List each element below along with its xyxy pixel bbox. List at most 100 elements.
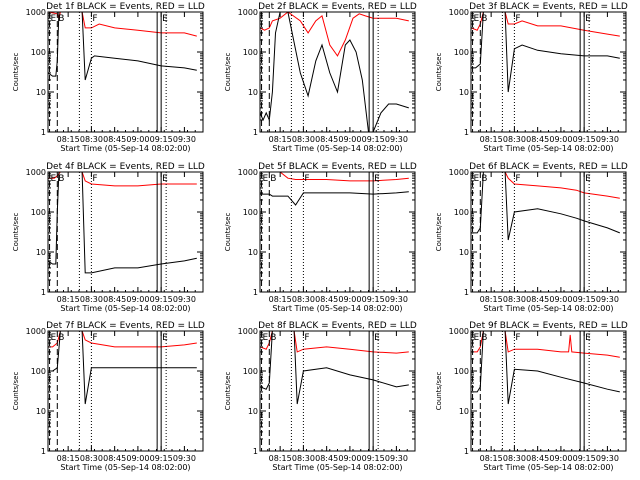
y-tick-label: 1000 [238,168,258,177]
y-tick-label: 1000 [26,168,46,177]
x-tick-label: 09:00 [126,295,149,304]
y-axis-label: Counts/sec [435,213,443,252]
x-axis-label: Start Time (05-Sep-14 08:02:00) [272,463,402,472]
panel-title: Det 4f BLACK = Events, RED = LLD [46,162,205,172]
lld-series-line [471,172,620,199]
time-marker-label: F [304,333,309,343]
y-tick-label: 100 [31,48,46,57]
x-tick-label: 08:30 [503,454,526,463]
events-series-line [471,12,620,93]
plot-frame [259,11,416,133]
x-tick-label: 08:45 [103,295,126,304]
time-marker-label: E [51,174,57,184]
y-tick-label: 1000 [26,327,46,336]
x-tick-label: 09:30 [173,295,196,304]
x-tick-label: 08:30 [80,295,103,304]
y-tick-label: 1 [41,128,46,137]
time-marker-label: E [474,333,480,343]
y-tick-label: 100 [243,48,258,57]
events-series-line [48,172,197,274]
x-tick-label: 09:15 [362,454,385,463]
series-group [471,12,620,93]
y-tick-label: 100 [454,48,469,57]
y-axis-label: Counts/sec [12,53,20,92]
x-tick-label: 08:15 [269,295,292,304]
x-tick-label: 09:30 [385,135,408,144]
x-tick-label: 08:30 [292,454,315,463]
lld-series-line [48,172,197,187]
lld-series-line [260,12,409,57]
y-axis-label: Counts/sec [12,372,20,411]
events-series-line [260,331,409,405]
y-tick-label: 100 [31,367,46,376]
x-tick-label: 08:15 [269,454,292,463]
x-axis-label: Start Time (05-Sep-14 08:02:00) [60,144,190,153]
series-group [48,331,197,405]
x-tick-label: 08:45 [526,454,549,463]
y-tick-label: 100 [243,208,258,217]
time-marker-label: B [270,333,276,343]
time-marker-label: E [474,14,480,24]
panel-title: Det 3f BLACK = Events, RED = LLD [469,2,628,12]
events-series-line [260,12,409,132]
x-axis-label: Start Time (05-Sep-14 08:02:00) [483,304,613,313]
plot-frame [470,11,627,133]
x-tick-label: 09:15 [362,295,385,304]
lld-series-line [260,331,409,354]
time-marker-label: E [374,333,380,343]
time-marker-label: F [92,174,97,184]
y-tick-label: 1 [464,128,469,137]
x-tick-label: 08:15 [480,135,503,144]
x-axis-label: Start Time (05-Sep-14 08:02:00) [60,463,190,472]
y-axis-label: Counts/sec [224,53,232,92]
time-marker-label: B [58,174,64,184]
y-tick-label: 1000 [449,8,469,17]
y-tick-label: 100 [243,367,258,376]
panel-title: Det 8f BLACK = Events, RED = LLD [258,321,417,331]
x-tick-label: 08:15 [57,135,80,144]
time-marker-label: F [515,14,520,24]
x-tick-label: 09:00 [549,135,572,144]
plot-frame [259,171,416,293]
events-series-line [471,172,620,241]
events-series-line [48,331,197,405]
plot-frame [470,171,627,293]
y-tick-label: 100 [454,367,469,376]
x-axis-label: Start Time (05-Sep-14 08:02:00) [483,144,613,153]
x-tick-label: 08:30 [503,295,526,304]
y-tick-label: 1 [253,128,258,137]
y-tick-label: 1000 [26,8,46,17]
series-group [260,12,409,132]
y-tick-label: 10 [459,248,469,257]
time-marker-label: E [263,333,269,343]
time-marker-label: B [481,14,487,24]
time-marker-label: F [92,333,97,343]
x-tick-label: 09:15 [150,454,173,463]
time-marker-label: E [474,174,480,184]
plot-frame [470,330,627,452]
time-marker-label: E [374,174,380,184]
x-axis-label: Start Time (05-Sep-14 08:02:00) [483,463,613,472]
x-tick-label: 08:15 [57,295,80,304]
x-tick-label: 09:15 [573,295,596,304]
y-axis-label: Counts/sec [435,372,443,411]
x-tick-label: 09:15 [150,295,173,304]
panel-title: Det 1f BLACK = Events, RED = LLD [46,2,205,12]
time-marker-label: E [51,333,57,343]
series-group [48,172,197,274]
time-marker-label: F [304,174,309,184]
x-tick-label: 09:00 [338,135,361,144]
x-tick-label: 09:00 [549,295,572,304]
x-tick-label: 08:45 [315,454,338,463]
y-tick-label: 10 [459,88,469,97]
lld-series-line [471,331,620,358]
time-marker-label: F [515,174,520,184]
y-axis-label: Counts/sec [435,53,443,92]
x-tick-label: 09:30 [596,135,619,144]
x-tick-label: 09:15 [150,135,173,144]
y-tick-label: 1 [253,447,258,456]
